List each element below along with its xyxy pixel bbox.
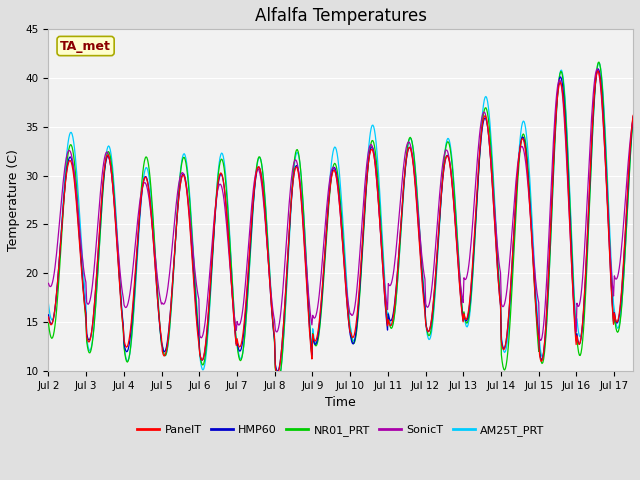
Title: Alfalfa Temperatures: Alfalfa Temperatures: [255, 7, 427, 25]
Legend: PanelT, HMP60, NR01_PRT, SonicT, AM25T_PRT: PanelT, HMP60, NR01_PRT, SonicT, AM25T_P…: [132, 421, 549, 441]
X-axis label: Time: Time: [325, 396, 356, 409]
Y-axis label: Temperature (C): Temperature (C): [7, 149, 20, 251]
Text: TA_met: TA_met: [60, 39, 111, 52]
